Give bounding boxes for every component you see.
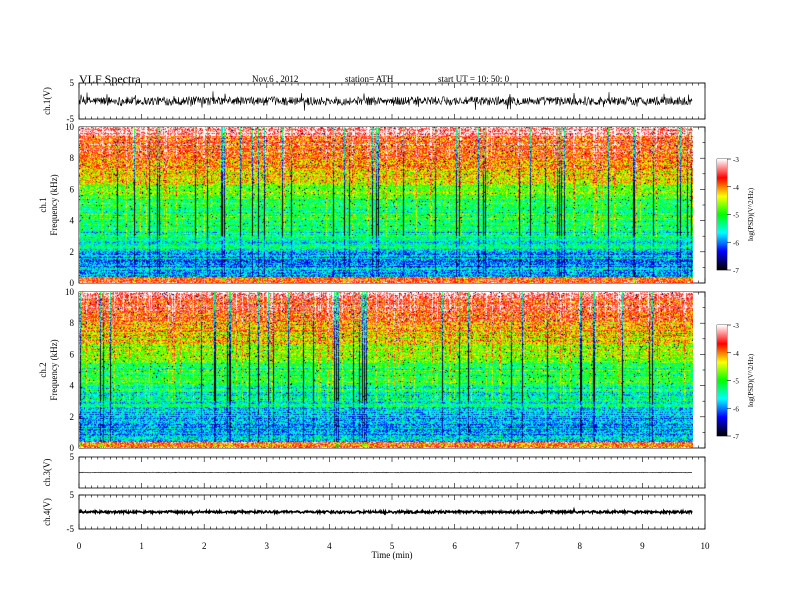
spectrogram-ch1-ylabel: ch.1 — [38, 197, 48, 212]
y-tick-label: 0 — [70, 278, 75, 288]
colorbar-tick-label: -3 — [733, 156, 739, 164]
waveform-ch3-ylabel: ch.3(V) — [42, 459, 52, 487]
spectrogram-ch1-ylabel: Frequency (kHz) — [49, 174, 59, 235]
x-tick-label: 2 — [202, 541, 207, 551]
x-tick-label: 5 — [390, 541, 395, 551]
spectrogram-ch2-image — [79, 292, 693, 448]
y-tick-label: 2 — [70, 247, 75, 257]
y-tick-label: 6 — [70, 184, 75, 194]
y-tick-label: 6 — [70, 349, 75, 359]
x-tick-label: 3 — [265, 541, 270, 551]
y-tick-label: 8 — [70, 318, 75, 328]
y-tick-label: 5 — [70, 452, 75, 462]
colorbar-ch2-image — [717, 325, 727, 436]
x-tick-label: 4 — [327, 541, 332, 551]
x-tick-label: 10 — [701, 541, 711, 551]
x-tick-label: 9 — [640, 541, 645, 551]
colorbar-tick-label: -6 — [733, 239, 739, 247]
y-tick-label: 4 — [70, 216, 75, 226]
spectrogram-ch2-ylabel: ch.2 — [38, 362, 48, 377]
colorbar-tick-label: -6 — [733, 405, 739, 413]
waveform-ch4-ylabel: ch.4(V) — [42, 498, 52, 526]
waveform-ch1-ylabel: ch.1(V) — [42, 87, 52, 115]
figure-title: VLF Spectra — [79, 72, 141, 86]
waveform-ch1-trace — [78, 91, 693, 111]
start-time-label: start UT = 10: 50: 0 — [438, 74, 510, 84]
colorbar-tick-label: -5 — [733, 378, 739, 386]
waveform-ch3-trace — [78, 471, 692, 474]
x-axis-label: Time (min) — [372, 550, 413, 560]
x-tick-label: 1 — [139, 541, 144, 551]
colorbar-tick-label: -4 — [733, 184, 739, 192]
x-tick-label: 6 — [452, 541, 457, 551]
y-tick-label: -5 — [67, 114, 75, 124]
y-tick-label: 5 — [70, 78, 75, 88]
colorbar-tick-label: -7 — [733, 433, 739, 441]
y-tick-label: 10 — [65, 287, 75, 297]
y-tick-label: 4 — [70, 381, 75, 391]
colorbar-tick-label: -3 — [733, 322, 739, 330]
date-label: Nov.6 , 2012 — [252, 74, 299, 84]
colorbar-tick-label: -4 — [733, 350, 739, 358]
station-label: station= ATH — [345, 74, 394, 84]
colorbar-ch1-image — [717, 159, 727, 270]
colorbar-label: log(PSD)(V^2/Hz) — [747, 353, 755, 407]
y-tick-label: -5 — [67, 524, 75, 534]
spectrogram-ch2-ylabel: Frequency (kHz) — [49, 339, 59, 400]
y-tick-label: 0 — [70, 443, 75, 453]
x-tick-label: 7 — [515, 541, 520, 551]
y-tick-label: 5 — [70, 490, 75, 500]
colorbar-label: log(PSD)(V^2/Hz) — [747, 187, 755, 241]
waveform-ch4-trace — [78, 506, 693, 517]
colorbar-tick-label: -7 — [733, 267, 739, 275]
spectrogram-ch1-image — [79, 127, 693, 283]
y-tick-label: 8 — [70, 153, 75, 163]
x-tick-label: 8 — [578, 541, 583, 551]
x-tick-label: 0 — [77, 541, 82, 551]
colorbar-tick-label: -5 — [733, 212, 739, 220]
y-tick-label: 10 — [65, 122, 75, 132]
y-tick-label: 2 — [70, 412, 75, 422]
